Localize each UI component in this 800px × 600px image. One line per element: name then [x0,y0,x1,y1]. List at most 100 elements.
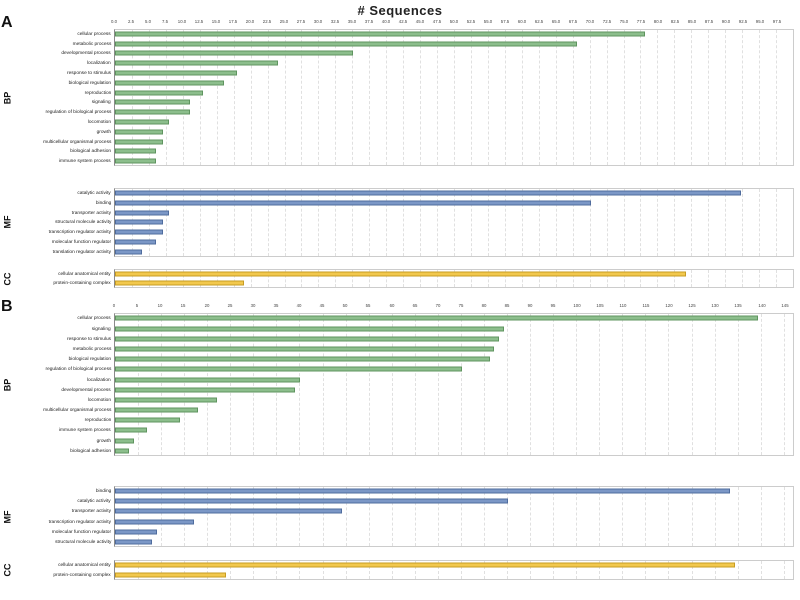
bar [115,366,462,372]
gridline [199,269,201,288]
gridline [645,486,647,547]
gridline [622,486,624,547]
axis-tick-label: 97.5 [772,20,782,25]
gridline [691,314,693,455]
bar-row: response to stimulus [14,68,794,78]
category-label-text: multicellular organismal process [42,407,111,413]
bar-track [114,374,794,384]
axis-tick-label: 62.5 [534,20,544,25]
axis-tick-label: 12.5 [194,20,204,25]
category-label: binding [14,198,114,208]
axis-tick-label: 95.0 [755,20,765,25]
category-label-text: regulation of biological process [45,366,111,372]
bar-track [114,496,794,506]
gridline [589,189,591,256]
gridline [345,314,347,455]
gridline [657,269,659,288]
bar [115,407,199,413]
bar [115,562,735,568]
gridline [483,561,485,580]
group-A-BP: BP cellular process metabolic process devel… [0,29,794,167]
gridline [691,189,693,256]
gridline [454,189,455,256]
plot-grid [114,560,794,581]
gridline [538,269,540,288]
category-label: protein-containing complex [14,279,114,289]
gridline [737,314,739,455]
category-label: structural molecule activity [14,537,114,547]
bar-row: biological adhesion [14,147,794,157]
bar-track [114,218,794,228]
gridline [161,314,163,455]
axis-tick-label: 35.0 [347,20,357,25]
bar [115,417,180,423]
gridline [645,561,647,580]
gridline [623,30,625,166]
gridline [230,561,232,580]
gridline [460,561,462,580]
category-label: growth [14,436,114,446]
gridline [233,189,235,256]
gridline [776,30,778,166]
bar [115,498,509,504]
gridline [576,314,578,455]
axis-tick-label: 85.0 [687,20,697,25]
gridline [420,189,422,256]
gridline [760,561,762,580]
bar-row: immune system process [14,425,794,435]
gridline [599,314,601,455]
axis-tick-label: 2.5 [127,20,135,25]
gridline [301,269,303,288]
gridline [742,189,744,256]
gridline [386,189,388,256]
gridline [708,269,710,288]
category-label-text: signaling [92,100,111,105]
bar-track [114,29,794,39]
category-label: cellular process [14,313,114,323]
gridline [576,486,578,547]
bar-track [114,395,794,405]
axis-tick-label: 0 [112,304,116,309]
category-label: transcription regulator activity [14,227,114,237]
group-label-MF: MF [0,188,14,257]
gridline [322,314,324,455]
category-label: catalytic activity [14,188,114,198]
gridline [284,189,286,256]
category-label-text: developmental process [61,387,111,393]
bar-track [114,570,794,580]
bar-row: molecular function regulator [14,527,794,537]
category-label-text: response to stimulus [66,336,111,342]
bar [115,387,296,393]
bar [115,210,170,216]
gridline [555,269,557,288]
bar [115,139,163,145]
bar [115,109,190,115]
category-label-text: locomotion [87,397,111,403]
category-label-text: biological regulation [68,80,111,86]
axis-tick-label: 130 [711,304,719,309]
bar [115,397,217,403]
bar [115,280,245,286]
category-label-text: metabolic process [72,346,111,352]
bar-row: biological regulation [14,354,794,364]
category-label-text: structural molecule activity [54,539,111,545]
bar-track [114,486,794,496]
bar [115,427,148,433]
category-label: signaling [14,98,114,108]
gridline [454,30,455,166]
gridline [553,561,555,580]
bar-row: localization [14,58,794,68]
gridline [318,189,320,256]
category-label-text: locomotion [87,119,111,125]
gridline [487,30,489,166]
axis-tick-labels: 0.0 2.5 5.0 7.5 10.0 12.5 15.0 17.5 20.0 22.5 25.0… [111,20,794,29]
axis-tick-labels: 0 5 10 15 20 25 30 35 40 45 50 55 60 65 70 75 80 85 90 95 10… [112,304,794,313]
category-label: multicellular organismal process [14,405,114,415]
category-label: localization [14,58,114,68]
category-label: biological adhesion [14,446,114,456]
gridline [714,486,716,547]
group-label-CC: CC [0,560,14,580]
gridline [759,189,761,256]
gridline [645,314,647,455]
